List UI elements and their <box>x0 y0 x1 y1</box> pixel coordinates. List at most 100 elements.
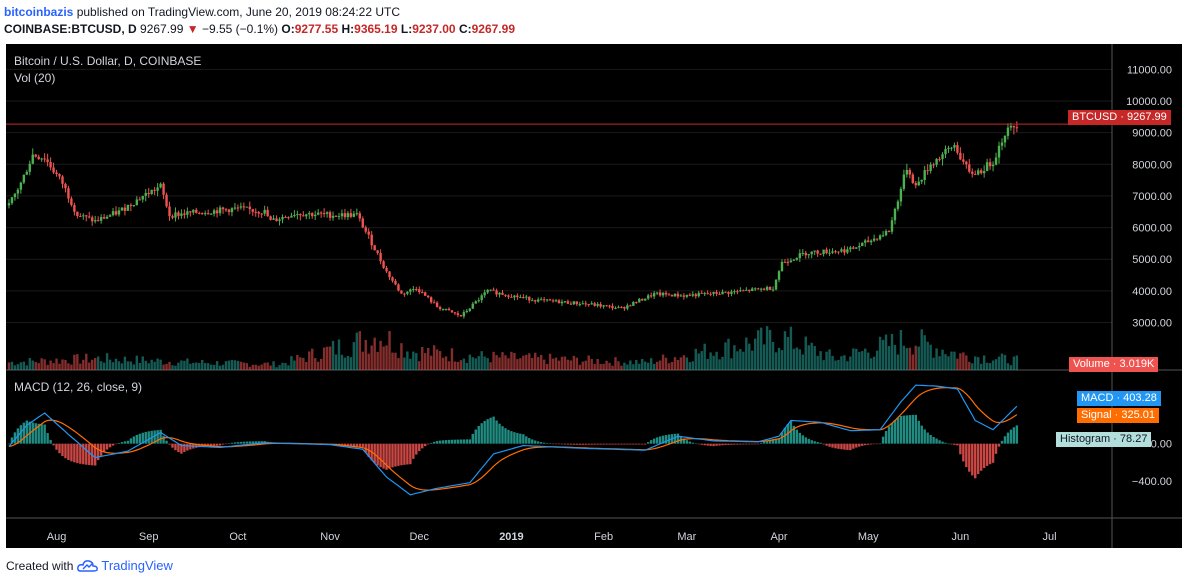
macd-histogram-bar <box>736 443 739 445</box>
candle-body <box>349 213 353 217</box>
macd-histogram-bar <box>795 429 799 444</box>
volume-bar <box>516 359 519 370</box>
candle-body <box>979 170 983 174</box>
volume-bar <box>468 354 472 370</box>
macd-histogram-bar <box>245 441 249 444</box>
candle-body <box>617 306 620 308</box>
volume-bar <box>165 363 168 370</box>
macd-histogram-bar <box>522 434 525 444</box>
candle-body <box>37 156 40 160</box>
volume-bar <box>325 346 329 370</box>
macd-histogram-bar <box>85 443 88 465</box>
candle-body <box>593 303 596 306</box>
ohlc-legend: COINBASE:BTCUSD, D 9267.99 ▼ −9.55 (−0.1… <box>4 21 515 37</box>
candle-body <box>997 145 1001 158</box>
macd-histogram-bar <box>875 443 879 445</box>
candle-body <box>492 289 495 291</box>
volume-bar <box>96 356 100 370</box>
macd-histogram-bar <box>706 443 709 446</box>
macd-histogram-bar <box>400 443 403 466</box>
histogram-tag-label: Histogram <box>1060 433 1111 445</box>
volume-bar <box>171 365 174 370</box>
macd-histogram-bar <box>655 437 659 444</box>
volume-bar <box>534 352 537 370</box>
volume-bar <box>513 352 516 370</box>
macd-histogram-bar <box>486 419 489 444</box>
candle-body <box>902 174 906 189</box>
volume-bar <box>789 326 793 370</box>
price-tick-label: 6000.00 <box>1132 223 1172 235</box>
macd-histogram-bar <box>513 432 516 444</box>
tradingview-logo[interactable]: TradingView <box>77 558 173 574</box>
volume-bar <box>575 357 579 370</box>
macd-histogram-bar <box>147 431 150 444</box>
price-tick-label: 9000.00 <box>1132 128 1172 140</box>
candle-body <box>195 209 198 213</box>
volume-bar <box>174 365 177 370</box>
macd-histogram-bar <box>426 443 430 445</box>
chart-area[interactable]: 3000.00 4000.00 5000.00 6000.00 7000.00 8000.… <box>6 44 1182 548</box>
volume-bar <box>1009 365 1013 370</box>
candle-body <box>316 212 320 215</box>
volume-bar <box>941 349 944 370</box>
macd-histogram-bar <box>108 443 112 448</box>
candle-body <box>596 304 599 306</box>
volume-bar <box>664 357 668 370</box>
candle-body <box>334 215 338 217</box>
volume-bar <box>858 351 861 370</box>
macd-histogram-bar <box>578 443 582 445</box>
candle-body <box>421 292 424 294</box>
volume-bar <box>126 361 130 370</box>
candle-body <box>789 260 793 263</box>
macd-histogram-bar <box>635 443 638 445</box>
candle-body <box>813 250 816 252</box>
macd-histogram-bar <box>88 443 91 466</box>
candle-body <box>867 240 870 243</box>
volume-bar <box>391 352 394 370</box>
volume-bar <box>890 333 894 370</box>
candle-body <box>783 261 787 263</box>
macd-histogram-bar <box>554 443 558 445</box>
macd-histogram-bar <box>171 443 174 448</box>
volume-bar <box>272 361 275 370</box>
macd-histogram-bar <box>49 439 52 444</box>
candle-body <box>355 213 359 215</box>
volume-bar <box>733 345 736 370</box>
candle-body <box>212 210 216 214</box>
macd-histogram-bar <box>893 420 897 444</box>
candle-body <box>284 216 287 218</box>
volume-bar <box>459 360 463 370</box>
volume-bar <box>792 348 796 370</box>
volume-bar <box>846 361 849 370</box>
chart-svg[interactable]: 3000.00 4000.00 5000.00 6000.00 7000.00 8000.… <box>6 44 1182 548</box>
macd-histogram-bar <box>962 443 965 462</box>
volume-bar <box>435 349 439 370</box>
volume-bar <box>528 353 531 370</box>
macd-histogram-bar <box>563 443 567 445</box>
candle-body <box>994 157 998 165</box>
volume-bar <box>632 364 635 370</box>
candle-body <box>554 300 558 302</box>
macd-histogram-bar <box>661 435 665 444</box>
volume-bar <box>554 357 558 370</box>
candle-body <box>465 310 469 313</box>
volume-bar <box>828 349 831 370</box>
candle-body <box>626 305 629 309</box>
volume-bar <box>70 364 73 370</box>
macd-histogram-bar <box>777 438 781 444</box>
candle-body <box>965 161 968 165</box>
author-link[interactable]: bitcoinbazis <box>4 5 74 19</box>
volume-bar <box>804 336 807 370</box>
candle-body <box>623 306 626 309</box>
volume-bar <box>694 348 697 370</box>
candle-body <box>391 277 394 281</box>
candle-body <box>498 292 501 295</box>
volume-bar <box>525 354 528 370</box>
macd-histogram-bar <box>186 443 189 451</box>
macd-histogram-bar <box>168 443 171 445</box>
volume-bar <box>641 358 644 370</box>
candle-body <box>872 238 876 241</box>
candle-body <box>251 209 254 212</box>
volume-bar <box>703 343 706 370</box>
candle-body <box>584 303 587 305</box>
